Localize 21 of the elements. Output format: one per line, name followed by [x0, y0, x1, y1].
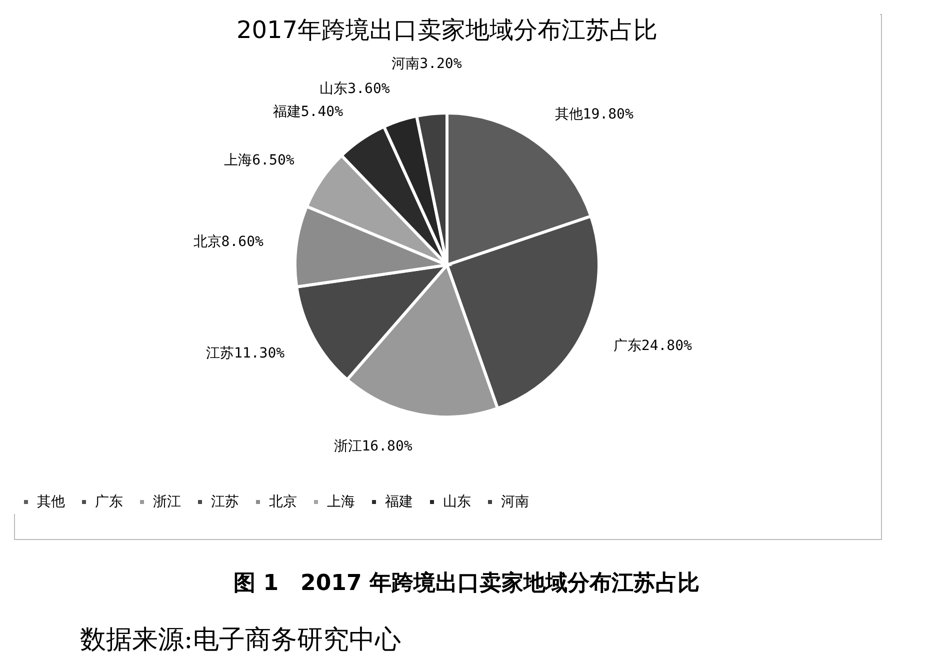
source-note: 数据来源:电子商务研究中心: [80, 624, 402, 657]
category-label: 福建5.40%: [272, 104, 344, 120]
category-label: 河南3.20%: [392, 56, 462, 72]
category-label: 上海6.50%: [224, 152, 294, 169]
category-label: 其他19.80%: [554, 106, 634, 123]
category-label: 北京8.60%: [193, 234, 264, 250]
chart-title: 2017年跨境出口卖家地域分布江苏占比: [236, 16, 658, 44]
legend-label: 其他: [37, 494, 65, 510]
legend-label: 河南: [501, 494, 529, 510]
category-label: 广东24.80%: [613, 338, 692, 354]
legend-label: 广东: [95, 494, 123, 510]
legend-label: 江苏: [211, 494, 239, 510]
category-label: 江苏11.30%: [206, 346, 285, 362]
legend-label: 北京: [269, 494, 297, 510]
category-label: 浙江16.80%: [334, 438, 412, 455]
legend-label: 浙江: [153, 494, 181, 510]
legend-label: 山东: [443, 494, 471, 510]
legend-label: 福建: [385, 494, 413, 510]
category-label: 山东3.60%: [320, 81, 390, 98]
legend-label: 上海: [327, 494, 355, 510]
caption: 图 1 2017 年跨境出口卖家地域分布江苏占比: [232, 570, 700, 598]
